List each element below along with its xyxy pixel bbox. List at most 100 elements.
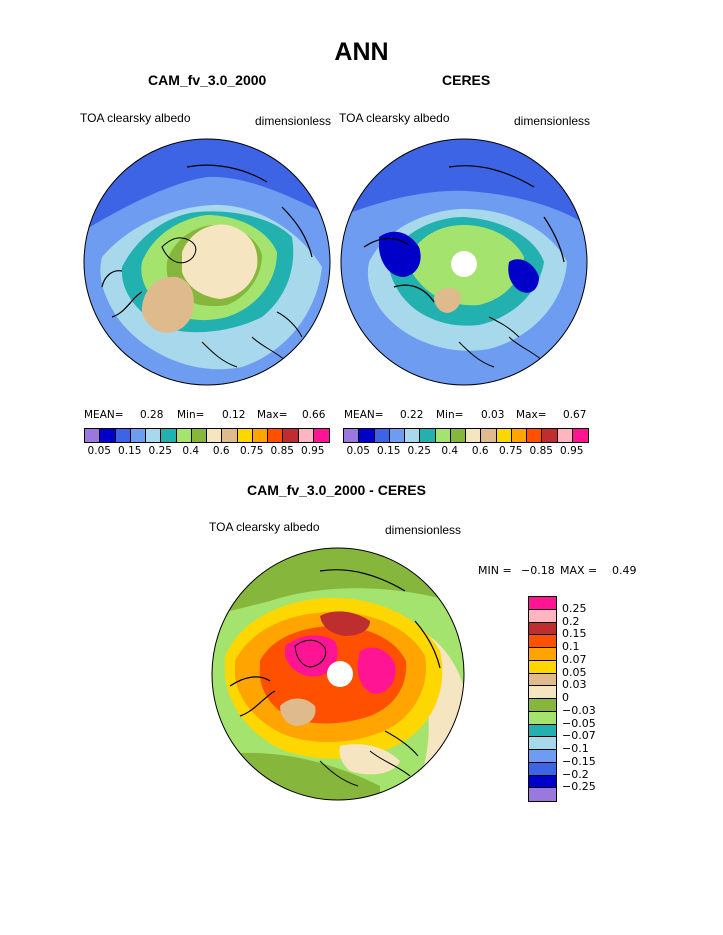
colorbar-tick-label: 0.95 [560, 445, 584, 457]
colorbar-swatch [529, 635, 556, 648]
colorbar-swatch [268, 429, 284, 442]
colorbar-tick-label: 0.05 [562, 665, 587, 679]
panel-title-model: CAM_fv_3.0_2000 [148, 72, 267, 88]
polar-map-obs [340, 138, 588, 386]
stat-mean-value-obs: 0.22 [400, 409, 424, 421]
colorbar-tick-label: 0.15 [562, 627, 587, 641]
colorbar-tick-label: 0.4 [182, 445, 200, 457]
colorbar-swatch [572, 429, 588, 442]
colorbar-swatch [283, 429, 299, 442]
colorbar-swatch [496, 429, 512, 442]
stat-min-label-model: Min= [177, 409, 205, 421]
colorbar-tick-label: 0.1 [562, 640, 580, 653]
colorbar-swatch [466, 429, 482, 442]
stat-min-label-obs: Min= [436, 409, 464, 421]
colorbar-swatch [529, 762, 556, 776]
colorbar-swatch [450, 429, 466, 442]
colorbar-swatch [435, 429, 451, 442]
figure-title: ANN [334, 38, 389, 66]
colorbar-tick-label: 0.25 [562, 601, 587, 615]
colorbar-swatch [222, 429, 238, 442]
diff-units: dimensionless [385, 523, 462, 537]
colorbar-tick-label: 0.15 [377, 445, 401, 457]
colorbar-tick-label: 0.2 [562, 614, 580, 628]
colorbar-model [84, 428, 330, 443]
colorbar-tick-label: 0.75 [240, 445, 264, 457]
stat-max-label-obs: Max= [516, 409, 547, 421]
stat-mean-label-obs: MEAN= [344, 409, 384, 421]
colorbar-tick-label: −0.03 [562, 703, 596, 717]
panel-units-model: dimensionless [255, 114, 332, 128]
colorbar-swatch [130, 429, 146, 442]
colorbar-swatch [191, 429, 207, 442]
colorbar-swatch [146, 429, 162, 442]
colorbar-tick-label: 0.05 [346, 445, 370, 457]
colorbar-swatch [374, 429, 390, 442]
diff-min-label: MIN = [478, 564, 512, 577]
colorbar-swatch [313, 429, 329, 442]
colorbar-swatch [100, 429, 116, 442]
diff-title: CAM_fv_3.0_2000 - CERES [247, 482, 426, 498]
panel-variable-obs: TOA clearsky albedo [339, 111, 450, 125]
colorbar-tick-label: 0.75 [499, 445, 523, 457]
colorbar-swatch [207, 429, 223, 442]
colorbar-tick-label: 0.4 [441, 445, 459, 457]
diff-variable: TOA clearsky albedo [209, 520, 320, 534]
colorbar-swatch [529, 788, 556, 801]
colorbar-swatch [529, 622, 556, 636]
colorbar-swatch [237, 429, 253, 442]
panel-title-obs: CERES [442, 72, 491, 88]
colorbar-swatch [529, 775, 556, 789]
colorbar-tick-label: 0.07 [562, 652, 587, 666]
colorbar-swatch [252, 429, 268, 442]
colorbar-swatch [298, 429, 314, 442]
colorbar-tick-label: −0.1 [562, 742, 589, 755]
colorbar-swatch [511, 429, 527, 442]
colorbar-tick-label: 0 [562, 691, 569, 704]
colorbar-tick-label: 0.6 [212, 445, 230, 457]
colorbar-tick-label: 0.85 [529, 445, 553, 457]
colorbar-tick-label: 0.95 [301, 445, 325, 457]
colorbar-swatch [359, 429, 375, 442]
panel-units-obs: dimensionless [514, 114, 591, 128]
panel-variable-model: TOA clearsky albedo [80, 111, 191, 125]
colorbar-swatch [420, 429, 436, 442]
stat-max-value-obs: 0.67 [563, 409, 587, 421]
colorbar-tick-label: −0.07 [562, 729, 596, 743]
colorbar-tick-label: −0.05 [562, 716, 596, 730]
colorbar-swatch [529, 737, 556, 750]
colorbar-swatch [529, 648, 556, 661]
colorbar-tick-label: 0.25 [407, 445, 431, 457]
colorbar-tick-label: 0.03 [562, 678, 587, 692]
colorbar-swatch [542, 429, 558, 442]
colorbar-swatch [529, 724, 556, 738]
colorbar-tick-label: 0.6 [471, 445, 489, 457]
colorbar-tick-label: −0.25 [562, 780, 596, 794]
colorbar-swatch [115, 429, 131, 442]
colorbar-swatch [529, 711, 556, 725]
polar-map-model [83, 138, 331, 386]
diff-min-value: −0.18 [521, 564, 555, 577]
colorbar-swatch [389, 429, 405, 442]
colorbar-swatch [527, 429, 543, 442]
colorbar-swatch [529, 597, 556, 610]
colorbar-swatch [529, 686, 556, 699]
colorbar-swatch [529, 750, 556, 763]
stat-max-value-model: 0.66 [302, 409, 326, 421]
colorbar-swatch [85, 429, 101, 442]
colorbar-swatch [481, 429, 497, 442]
colorbar-swatch [344, 429, 360, 442]
stat-mean-value-model: 0.28 [140, 409, 164, 421]
colorbar-obs [343, 428, 589, 443]
colorbar-swatch [529, 609, 556, 623]
colorbar-tick-label: 0.05 [87, 445, 111, 457]
stat-mean-label-model: MEAN= [84, 409, 124, 421]
colorbar-tick-label: −0.15 [562, 754, 596, 768]
colorbar-difference [528, 596, 557, 802]
colorbar-tick-label: −0.2 [562, 767, 589, 781]
stat-min-value-obs: 0.03 [481, 409, 505, 421]
colorbar-swatch [161, 429, 177, 442]
diff-max-label: MAX = [560, 564, 598, 577]
colorbar-tick-label: 0.15 [118, 445, 142, 457]
colorbar-swatch [557, 429, 573, 442]
